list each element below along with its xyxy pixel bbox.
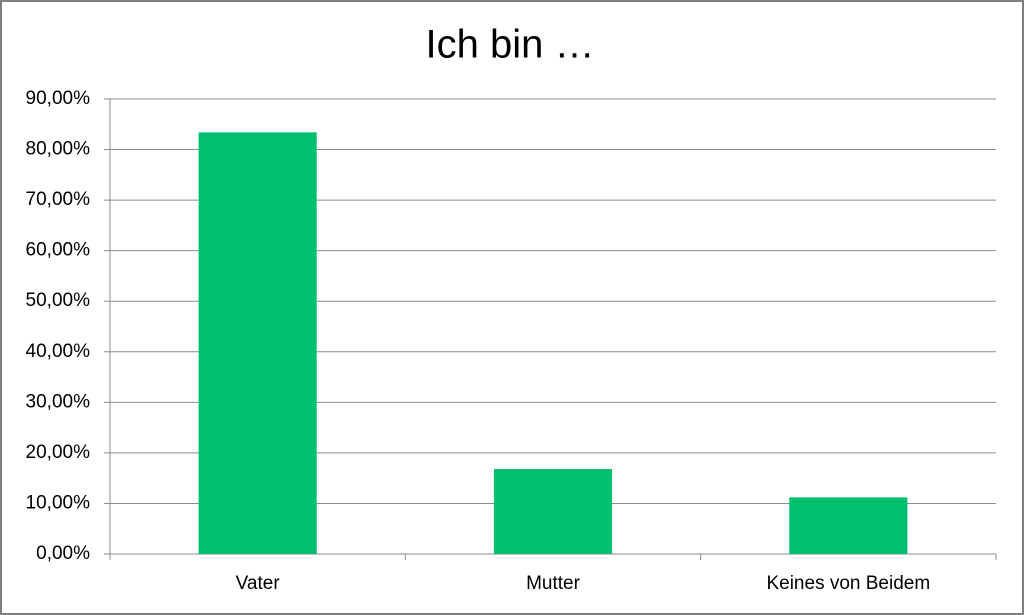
y-tick-label: 10,00%: [26, 492, 91, 513]
y-tick-label: 50,00%: [26, 290, 91, 311]
y-tick-label: 60,00%: [26, 240, 91, 261]
x-tick-label: Mutter: [526, 573, 581, 594]
y-tick-label: 40,00%: [26, 341, 91, 362]
y-tick-label: 80,00%: [26, 139, 91, 160]
x-tick-label: Vater: [236, 573, 281, 594]
bar: [493, 469, 613, 554]
y-tick-label: 70,00%: [26, 189, 91, 210]
x-tick-label: Keines von Beidem: [766, 573, 930, 594]
y-tick-label: 90,00%: [26, 88, 91, 109]
y-tick-label: 20,00%: [26, 442, 91, 463]
chart-title: Ich bin …: [426, 23, 595, 67]
bar: [789, 497, 908, 554]
bar: [198, 132, 317, 554]
y-tick-label: 0,00%: [36, 543, 90, 564]
y-tick-label: 30,00%: [26, 391, 91, 412]
